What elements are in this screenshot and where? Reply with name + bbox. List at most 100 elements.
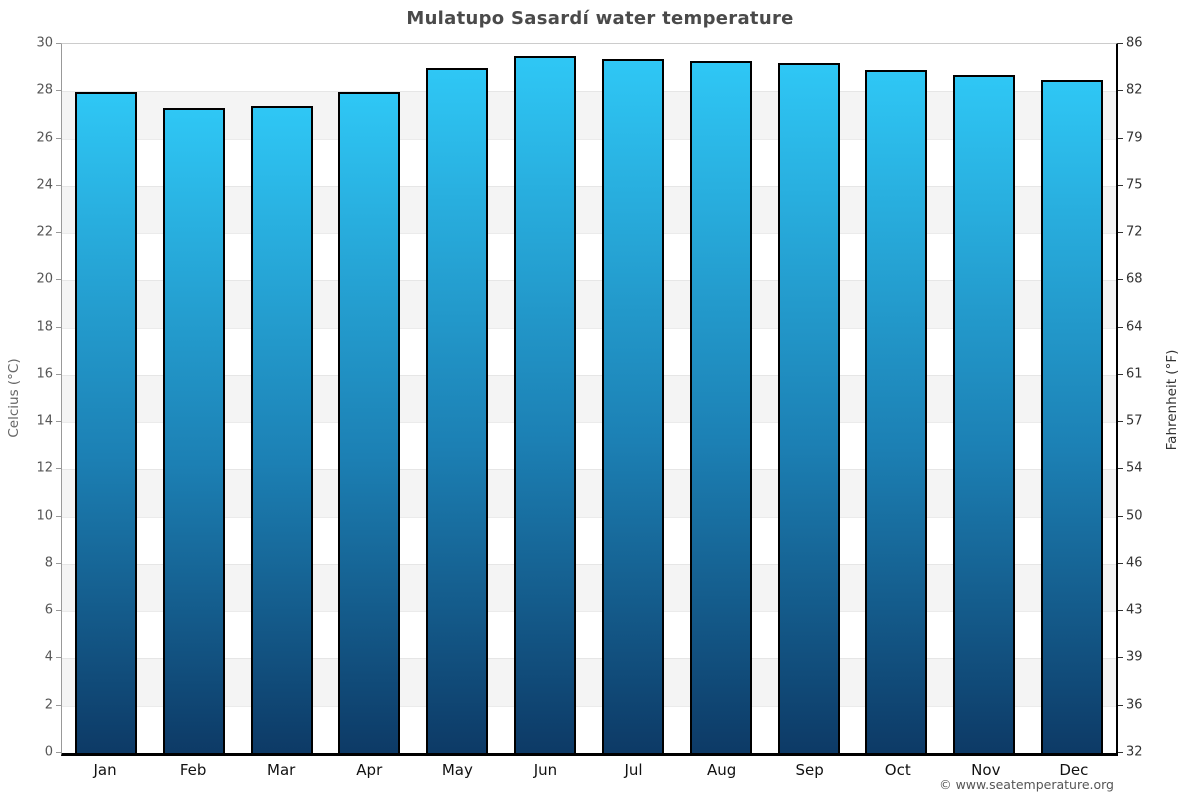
chart-title: Mulatupo Sasardí water temperature <box>406 8 794 29</box>
bar-slot-sep <box>765 44 853 753</box>
y-axis-title-fahrenheit: Fahrenheit (°F) <box>1164 349 1180 451</box>
y-tick-mark-right <box>1118 232 1123 234</box>
temperature-bar-apr <box>338 91 401 753</box>
grid-band <box>62 422 1116 470</box>
y-tick-label-celsius: 28 <box>36 82 53 98</box>
temperature-bar-nov <box>953 75 1016 753</box>
y-tick-label-celsius: 22 <box>36 224 53 240</box>
y-tick-label-fahrenheit: 46 <box>1126 555 1143 571</box>
bar-slot-aug <box>677 44 765 753</box>
y-tick-label-celsius: 10 <box>36 508 53 524</box>
y-tick-label-celsius: 26 <box>36 130 53 146</box>
y-tick-mark-right <box>1118 184 1123 186</box>
x-tick-label-dec: Dec <box>1059 761 1089 779</box>
temperature-bar-feb <box>162 108 225 753</box>
temperature-bar-may <box>426 68 489 753</box>
y-tick-label-celsius: 8 <box>44 555 53 571</box>
grid-band <box>62 233 1116 281</box>
bar-slot-jun <box>501 44 589 753</box>
x-tick-label-oct: Oct <box>884 761 911 779</box>
y-tick-mark-right <box>1118 421 1123 423</box>
temperature-bar-dec <box>1041 79 1104 753</box>
y-tick-label-fahrenheit: 86 <box>1126 35 1143 51</box>
x-tick-label-aug: Aug <box>706 761 737 779</box>
temperature-bar-sep <box>777 63 840 753</box>
y-tick-label-celsius: 6 <box>44 602 53 618</box>
x-axis-labels: Jan Feb Mar Apr May Jun Jul Aug Sep Oct Nov Dec <box>61 760 1118 780</box>
bar-series <box>62 44 1116 753</box>
copyright-credit: © www.seatemperature.org <box>939 777 1114 792</box>
bar-slot-mar <box>238 44 326 753</box>
y-tick-label-fahrenheit: 82 <box>1126 82 1143 98</box>
y-tick-label-celsius: 18 <box>36 319 53 335</box>
grid-band <box>62 138 1116 186</box>
x-tick-label-nov: Nov <box>971 761 1001 779</box>
grid-band <box>62 44 1116 92</box>
temperature-bar-mar <box>250 105 313 753</box>
y-tick-mark-right <box>1118 326 1123 328</box>
temperature-bar-jun <box>514 56 577 753</box>
bar-slot-jul <box>589 44 677 753</box>
y-tick-label-celsius: 0 <box>44 744 53 760</box>
y-tick-label-celsius: 20 <box>36 271 53 287</box>
bar-slot-dec <box>1028 44 1116 753</box>
y-tick-mark-right <box>1118 610 1123 612</box>
y-tick-mark-right <box>1118 137 1123 139</box>
bar-slot-feb <box>150 44 238 753</box>
x-tick-label-feb: Feb <box>179 761 207 779</box>
y-tick-label-celsius: 12 <box>36 460 53 476</box>
grid-band <box>62 658 1116 706</box>
bar-slot-nov <box>940 44 1028 753</box>
bar-slot-apr <box>325 44 413 753</box>
grid-band <box>62 327 1116 375</box>
y-tick-label-celsius: 4 <box>44 649 53 665</box>
bar-slot-jan <box>62 44 150 753</box>
y-tick-mark-right <box>1118 43 1123 44</box>
grid-band <box>62 469 1116 517</box>
x-tick-label-may: May <box>441 761 473 779</box>
y-tick-label-fahrenheit: 39 <box>1126 649 1143 665</box>
y-axis-title-celsius: Celcius (°C) <box>6 358 22 438</box>
plot-area <box>61 43 1118 756</box>
grid-band <box>62 611 1116 659</box>
x-tick-label-mar: Mar <box>267 761 296 779</box>
y-tick-mark-right <box>1118 657 1123 659</box>
y-tick-label-celsius: 30 <box>36 35 53 51</box>
y-tick-label-fahrenheit: 79 <box>1126 130 1143 146</box>
y-tick-mark-right <box>1118 515 1123 517</box>
y-tick-label-fahrenheit: 72 <box>1126 224 1143 240</box>
y-tick-label-fahrenheit: 32 <box>1126 744 1143 760</box>
grid-band <box>62 280 1116 328</box>
y-tick-label-celsius: 2 <box>44 697 53 713</box>
y-tick-label-fahrenheit: 68 <box>1126 271 1143 287</box>
y-tick-mark-right <box>1118 562 1123 564</box>
y-tick-mark-right <box>1118 704 1123 706</box>
y-tick-mark-right <box>1118 752 1123 753</box>
temperature-bar-aug <box>689 60 752 753</box>
grid-band <box>62 91 1116 139</box>
temperature-bar-jan <box>74 91 137 753</box>
y-tick-mark-right <box>1118 90 1123 92</box>
temperature-bar-jul <box>601 58 664 753</box>
x-tick-label-sep: Sep <box>795 761 824 779</box>
x-tick-label-jun: Jun <box>533 761 558 779</box>
x-tick-label-jan: Jan <box>93 761 117 779</box>
grid-band <box>62 185 1116 234</box>
x-tick-label-jul: Jul <box>624 761 643 779</box>
grid-band <box>62 705 1116 753</box>
y-tick-mark-right <box>1118 373 1123 375</box>
y-tick-mark-right <box>1118 468 1123 470</box>
y-tick-mark-right <box>1118 279 1123 281</box>
y-tick-label-fahrenheit: 64 <box>1126 319 1143 335</box>
x-tick-label-apr: Apr <box>356 761 383 779</box>
bar-slot-oct <box>852 44 940 753</box>
y-tick-label-fahrenheit: 50 <box>1126 508 1143 524</box>
grid-band <box>62 374 1116 423</box>
bar-slot-may <box>413 44 501 753</box>
y-tick-label-fahrenheit: 43 <box>1126 602 1143 618</box>
temperature-bar-oct <box>865 70 928 753</box>
grid-band <box>62 516 1116 564</box>
y-tick-label-celsius: 24 <box>36 177 53 193</box>
grid-band <box>62 563 1116 612</box>
y-tick-label-fahrenheit: 36 <box>1126 697 1143 713</box>
